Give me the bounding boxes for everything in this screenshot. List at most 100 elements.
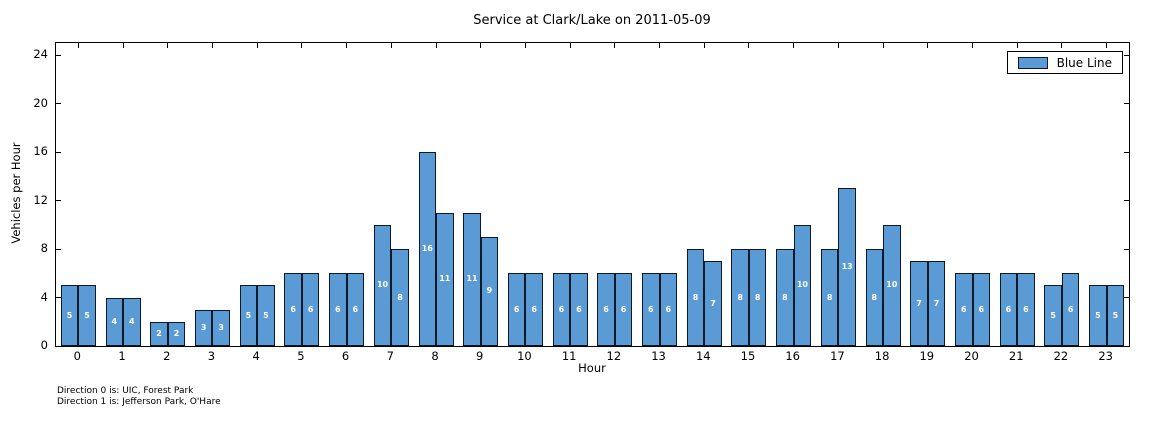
y-tick-label: 12 <box>33 192 48 207</box>
x-axis-tick-top <box>1016 43 1018 48</box>
bar-value-label: 8 <box>782 292 788 302</box>
bar-value-label: 4 <box>111 316 118 326</box>
x-axis-tick-top <box>435 43 437 48</box>
chart-title: Service at Clark/Lake on 2011-05-09 <box>473 13 711 28</box>
bar-hour-13-dir-0: 6 <box>642 273 660 346</box>
x-axis-tick-top <box>614 43 616 48</box>
legend-swatch-icon <box>1017 56 1048 69</box>
bar-hour-23-dir-1: 5 <box>1106 285 1125 346</box>
bar-value-label: 7 <box>933 298 940 308</box>
x-axis-tick-top <box>122 43 124 48</box>
x-axis-tick-top <box>882 43 884 48</box>
bar-value-label: 6 <box>1023 304 1029 314</box>
x-tick-label: 7 <box>386 349 394 363</box>
y-axis-tick-right <box>1124 345 1129 347</box>
bar-hour-18-dir-0: 8 <box>865 249 884 346</box>
y-axis-tick-right <box>1124 248 1129 250</box>
bar-hour-12-dir-1: 6 <box>614 273 633 346</box>
bar-value-label: 8 <box>692 292 699 302</box>
x-axis-tick-top <box>927 43 929 48</box>
bar-value-label: 10 <box>886 280 898 290</box>
bar-hour-12-dir-0: 6 <box>597 273 615 346</box>
y-axis-tick-left <box>56 297 61 299</box>
bar-hour-19-dir-0: 7 <box>910 261 928 346</box>
bar-value-label: 6 <box>558 304 565 314</box>
bar-hour-20-dir-0: 6 <box>955 273 973 346</box>
bar-value-label: 6 <box>1005 304 1012 314</box>
x-axis-tick-top <box>659 43 661 48</box>
bar-value-label: 8 <box>826 292 833 302</box>
bar-hour-3-dir-1: 3 <box>212 309 230 346</box>
bar-value-label: 6 <box>620 304 627 314</box>
bar-value-label: 2 <box>173 328 180 338</box>
bar-value-label: 6 <box>648 304 654 314</box>
bar-value-label: 6 <box>1067 304 1074 314</box>
bar-hour-17-dir-1: 13 <box>838 188 856 346</box>
x-axis-tick-top <box>256 43 258 48</box>
x-axis-tick-top <box>748 43 750 48</box>
bar-hour-13-dir-1: 6 <box>659 273 678 346</box>
bar-value-label: 11 <box>466 274 478 284</box>
y-tick-label: 16 <box>33 144 48 159</box>
x-axis-tick-top <box>1061 43 1063 48</box>
y-axis-tick-left <box>56 345 61 347</box>
bar-hour-7-dir-0: 10 <box>373 224 392 346</box>
x-axis-tick-top <box>524 43 526 48</box>
y-axis-tick-left <box>56 103 61 105</box>
bar-hour-11-dir-0: 6 <box>552 273 571 346</box>
x-axis-tick-top <box>346 43 348 48</box>
bar-hour-22-dir-1: 6 <box>1061 273 1080 346</box>
bar-value-label: 6 <box>307 304 314 314</box>
bar-value-label: 3 <box>218 322 225 332</box>
x-tick-label: 9 <box>476 349 484 363</box>
y-tick-label: 0 <box>40 338 48 352</box>
x-tick-label: 0 <box>73 349 82 363</box>
y-axis-tick-right <box>1124 200 1129 202</box>
bar-value-label: 11 <box>439 274 451 284</box>
x-tick-label: 11 <box>561 349 577 363</box>
bar-value-label: 2 <box>156 328 162 338</box>
bar-value-label: 10 <box>376 280 389 290</box>
y-axis-tick-right <box>1124 103 1129 105</box>
x-axis-tick-top <box>480 43 482 48</box>
bar-value-label: 10 <box>796 280 809 290</box>
bar-hour-16-dir-1: 10 <box>793 224 812 346</box>
bar-hour-2-dir-1: 2 <box>167 321 186 346</box>
x-tick-label: 6 <box>341 349 350 363</box>
x-tick-label: 5 <box>297 349 305 363</box>
bar-value-label: 5 <box>84 310 90 320</box>
bar-value-label: 6 <box>335 304 341 314</box>
x-tick-label: 13 <box>651 349 666 363</box>
y-tick-label: 8 <box>40 241 48 256</box>
bar-hour-11-dir-1: 6 <box>570 273 588 346</box>
y-tick-label: 20 <box>33 95 48 110</box>
bar-hour-10-dir-0: 6 <box>507 273 526 346</box>
x-axis-tick-top <box>167 43 169 48</box>
bar-hour-21-dir-0: 6 <box>999 273 1018 346</box>
bar-value-label: 8 <box>737 292 744 302</box>
bar-value-label: 7 <box>916 298 922 308</box>
bar-hour-20-dir-1: 6 <box>972 273 991 346</box>
bar-hour-9-dir-1: 9 <box>480 236 499 346</box>
bar-value-label: 13 <box>841 262 853 272</box>
x-axis-label: Hour <box>578 361 606 375</box>
bar-hour-9-dir-0: 11 <box>463 212 481 346</box>
x-axis-tick-top <box>569 43 571 48</box>
bar-value-label: 4 <box>129 316 135 326</box>
bar-hour-0-dir-1: 5 <box>78 285 96 346</box>
bar-hour-18-dir-1: 10 <box>883 224 901 346</box>
y-axis-tick-right <box>1124 54 1129 56</box>
footnotes: Direction 0 is: UIC, Forest Park Directi… <box>57 386 221 408</box>
footnote-direction-1: Direction 1 is: Jefferson Park, O'Hare <box>57 397 221 407</box>
bar-value-label: 5 <box>245 310 252 320</box>
x-tick-label: 12 <box>606 349 622 363</box>
y-axis-tick-right <box>1124 151 1129 153</box>
bar-hour-5-dir-0: 6 <box>284 273 302 346</box>
y-tick-label: 4 <box>40 289 48 304</box>
bar-hour-14-dir-1: 7 <box>704 261 722 346</box>
bar-value-label: 5 <box>1112 310 1119 320</box>
bar-value-label: 8 <box>871 292 878 302</box>
bar-value-label: 6 <box>352 304 359 314</box>
x-tick-label: 17 <box>830 349 845 363</box>
bar-hour-17-dir-0: 8 <box>820 249 839 346</box>
